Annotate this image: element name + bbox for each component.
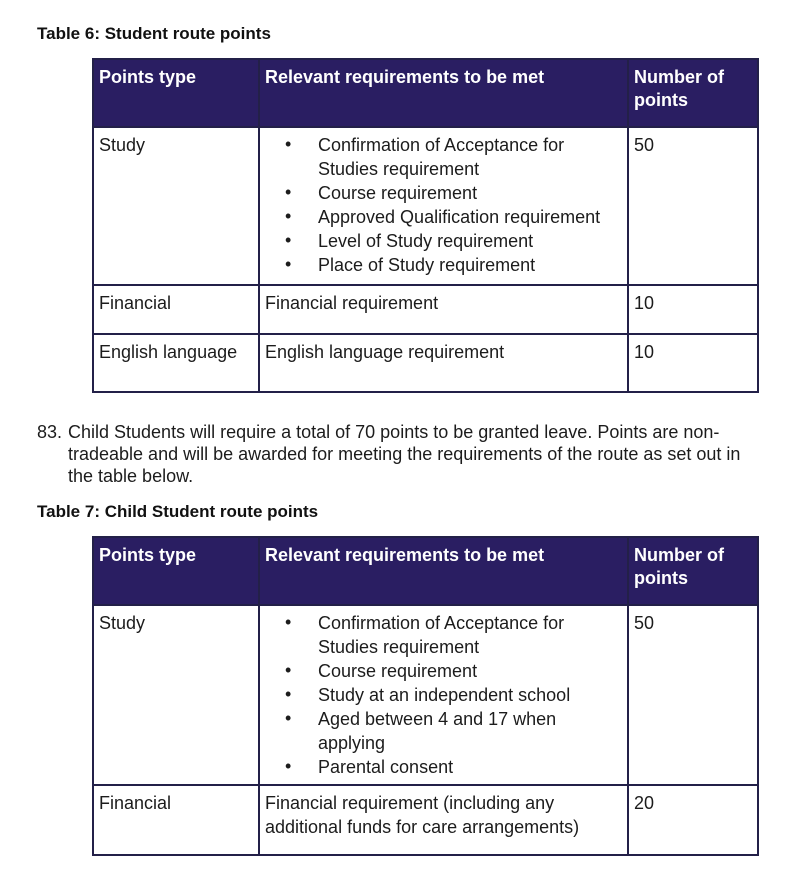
- cell-points: 20: [627, 784, 759, 856]
- paragraph-number: 83.: [37, 422, 63, 442]
- bullet-icon: •: [285, 206, 292, 226]
- bullet-icon: •: [285, 254, 292, 274]
- requirement-item: • Approved Qualification requirement: [265, 205, 619, 229]
- table-row-study: Study • Confirmation of Acceptance for St…: [92, 604, 759, 786]
- bullet-icon: •: [285, 134, 292, 154]
- requirement-text: Level of Study requirement: [318, 231, 534, 251]
- table-header-row: Points type Relevant requirements to be …: [92, 58, 759, 128]
- requirement-item: • Level of Study requirement: [265, 229, 619, 253]
- cell-points: 10: [627, 284, 759, 335]
- cell-requirements: Financial requirement: [258, 284, 629, 335]
- requirement-text: Course requirement: [318, 661, 478, 681]
- requirement-text: Aged between 4 and 17 when applying: [318, 709, 557, 753]
- paragraph-text: Child Students will require a total of 7…: [68, 422, 741, 486]
- cell-points-type: Study: [92, 604, 260, 786]
- cell-points-type: Financial: [92, 784, 260, 856]
- header-points-type: Points type: [92, 536, 260, 606]
- bullet-icon: •: [285, 182, 292, 202]
- cell-points: 10: [627, 333, 759, 393]
- bullet-icon: •: [285, 230, 292, 250]
- requirement-item: • Confirmation of Acceptance for Studies …: [265, 133, 619, 181]
- cell-points: 50: [627, 604, 759, 786]
- requirement-text: Study at an independent school: [318, 685, 571, 705]
- requirement-text: Place of Study requirement: [318, 255, 536, 275]
- requirement-item: • Parental consent: [265, 755, 619, 779]
- child-student-route-points-table: Points type Relevant requirements to be …: [92, 536, 759, 856]
- cell-requirements: • Confirmation of Acceptance for Studies …: [258, 604, 629, 786]
- header-points-type: Points type: [92, 58, 260, 128]
- requirement-item: • Course requirement: [265, 181, 619, 205]
- table7-caption: Table 7: Child Student route points: [37, 502, 319, 521]
- cell-points-type: Financial: [92, 284, 260, 335]
- requirement-item: • Course requirement: [265, 659, 619, 683]
- requirements-list: • Confirmation of Acceptance for Studies …: [265, 611, 619, 779]
- table-row-financial: Financial Financial requirement (includi…: [92, 784, 759, 856]
- header-number-of-points: Number of points: [627, 58, 759, 128]
- table6-caption: Table 6: Student route points: [37, 24, 271, 43]
- requirement-item: • Place of Study requirement: [265, 253, 619, 277]
- requirement-text: Approved Qualification requirement: [318, 207, 601, 227]
- bullet-icon: •: [285, 708, 292, 728]
- header-relevant-requirements: Relevant requirements to be met: [258, 58, 629, 128]
- bullet-icon: •: [285, 660, 292, 680]
- cell-points-type: English language: [92, 333, 260, 393]
- cell-points: 50: [627, 126, 759, 286]
- requirements-list: • Confirmation of Acceptance for Studies …: [265, 133, 619, 277]
- requirement-text: Course requirement: [318, 183, 478, 203]
- bullet-icon: •: [285, 756, 292, 776]
- cell-points-type: Study: [92, 126, 260, 286]
- requirement-item: • Study at an independent school: [265, 683, 619, 707]
- requirement-text: Confirmation of Acceptance for Studies r…: [318, 613, 565, 657]
- cell-requirements: English language requirement: [258, 333, 629, 393]
- table-row-english-language: English language English language requir…: [92, 333, 759, 393]
- requirement-text: Confirmation of Acceptance for Studies r…: [318, 135, 565, 179]
- paragraph-83: 83. Child Students will require a total …: [37, 421, 767, 487]
- requirement-item: • Confirmation of Acceptance for Studies …: [265, 611, 619, 659]
- student-route-points-table: Points type Relevant requirements to be …: [92, 58, 759, 393]
- requirement-text: Parental consent: [318, 757, 454, 777]
- header-relevant-requirements: Relevant requirements to be met: [258, 536, 629, 606]
- table-header-row: Points type Relevant requirements to be …: [92, 536, 759, 606]
- header-number-of-points: Number of points: [627, 536, 759, 606]
- table-row-study: Study • Confirmation of Acceptance for St…: [92, 126, 759, 286]
- requirement-item: • Aged between 4 and 17 when applying: [265, 707, 619, 755]
- cell-requirements: • Confirmation of Acceptance for Studies …: [258, 126, 629, 286]
- table-row-financial: Financial Financial requirement 10: [92, 284, 759, 335]
- bullet-icon: •: [285, 612, 292, 632]
- cell-requirements: Financial requirement (including any add…: [258, 784, 629, 856]
- bullet-icon: •: [285, 684, 292, 704]
